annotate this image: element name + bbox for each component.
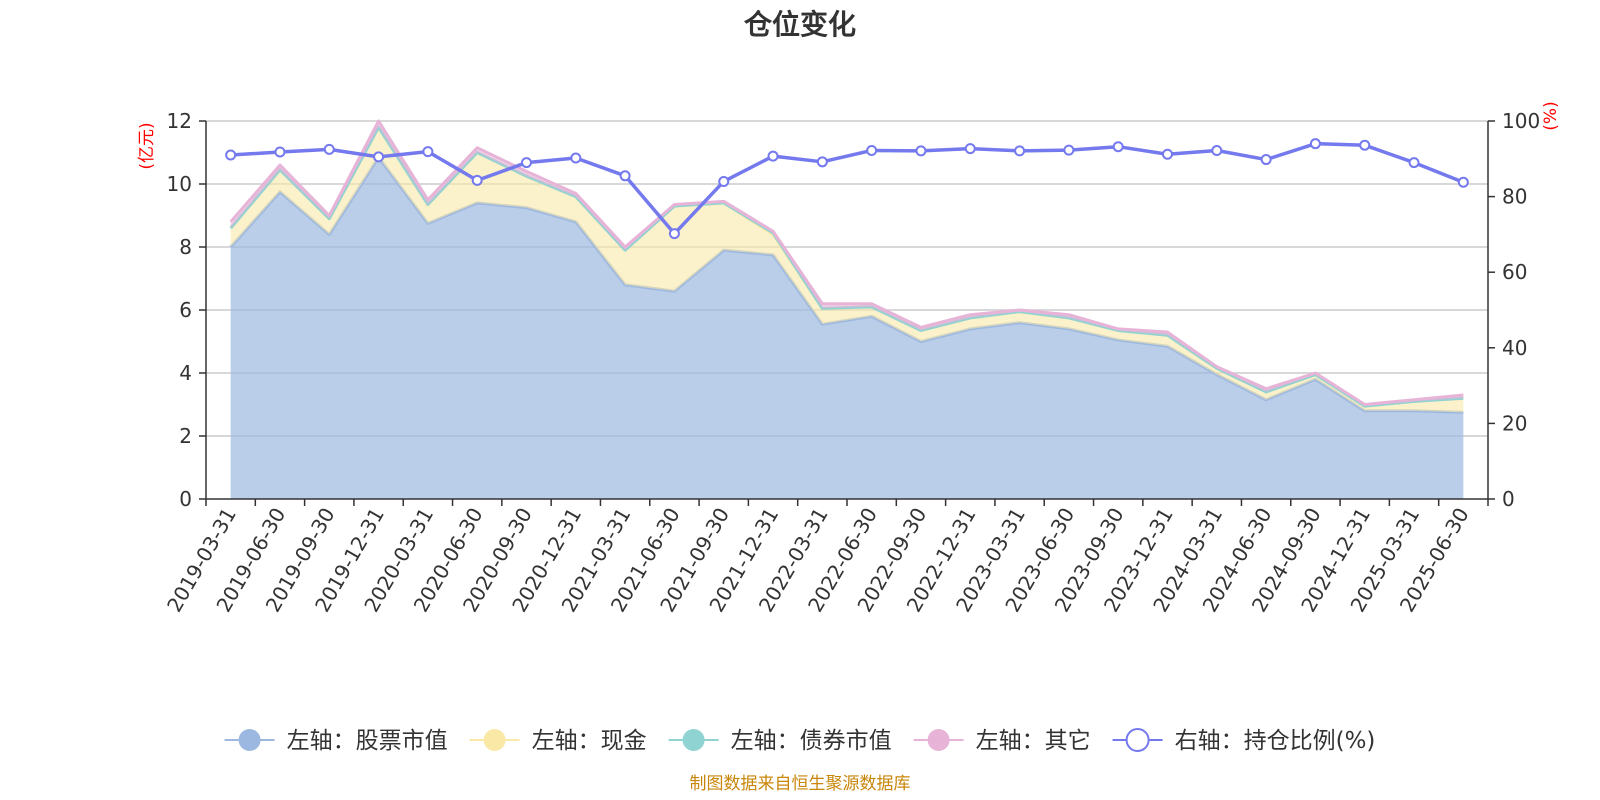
legend-marker	[927, 729, 950, 751]
ratio-point	[866, 144, 878, 156]
ratio-point	[1063, 144, 1075, 156]
legend: 左轴：股票市值 左轴：现金 左轴：债券市值 左轴：其它 右轴：持仓比例(%)	[224, 728, 1376, 754]
left-tick-label: 12	[167, 109, 192, 133]
legend-marker	[238, 729, 261, 751]
right-tick-label: 0	[1502, 487, 1515, 511]
legend-label: 右轴：持仓比例(%)	[1175, 728, 1376, 754]
ratio-point	[373, 151, 385, 163]
legend-label: 左轴：现金	[532, 728, 647, 754]
ratio-point	[1359, 139, 1371, 151]
left-tick-label: 6	[179, 298, 192, 322]
ratio-point	[1162, 148, 1173, 160]
legend-item: 左轴：债券市值	[668, 728, 892, 754]
area-layers	[229, 119, 1464, 500]
left-tick-label: 4	[179, 361, 192, 385]
right-tick-label: 40	[1502, 336, 1527, 360]
ratio-line	[225, 138, 1469, 240]
legend-item: 左轴：股票市值	[224, 728, 448, 754]
ratio-point	[1408, 157, 1420, 169]
legend-marker	[682, 729, 705, 751]
legend-item: 右轴：持仓比例(%)	[1112, 728, 1376, 754]
left-tick-label: 10	[167, 172, 192, 196]
ratio-point	[1457, 176, 1469, 188]
right-tick-label: 20	[1502, 411, 1527, 435]
ratio-point	[570, 152, 582, 164]
left-axis-unit: (亿元)	[137, 122, 157, 169]
ratio-point	[422, 146, 434, 158]
ratio-point	[668, 228, 680, 240]
right-tick-label: 100	[1502, 109, 1540, 133]
legend-marker	[483, 729, 506, 751]
ratio-point	[1112, 141, 1124, 153]
ratio-point	[1014, 145, 1026, 157]
area-1	[230, 157, 1464, 500]
left-tick-label: 0	[179, 487, 192, 511]
ratio-point	[274, 146, 286, 158]
area-edge-4	[229, 119, 1464, 406]
ratio-point	[816, 156, 828, 168]
ratio-point	[619, 170, 631, 182]
ratio-point	[225, 149, 237, 161]
ratio-point	[1211, 144, 1223, 156]
legend-label: 左轴：股票市值	[287, 728, 448, 754]
ratio-point	[718, 175, 730, 187]
right-tick-label: 80	[1502, 185, 1527, 209]
legend-label: 左轴：债券市值	[731, 728, 892, 754]
ratio-point	[323, 143, 335, 155]
legend-item: 左轴：现金	[469, 728, 647, 754]
legend-marker	[1125, 728, 1150, 752]
right-axis-unit: (%)	[1541, 101, 1561, 130]
left-tick-label: 2	[179, 424, 192, 448]
ratio-point	[964, 143, 976, 155]
ratio-point	[1309, 138, 1321, 150]
right-tick-label: 60	[1502, 260, 1527, 284]
legend-label: 左轴：其它	[976, 728, 1091, 754]
ratio-line-path	[230, 141, 1464, 236]
ratio-point	[521, 157, 532, 169]
ratio-point	[767, 150, 779, 162]
legend-item: 左轴：其它	[913, 728, 1091, 754]
ratio-point	[471, 174, 483, 186]
ratio-point	[1260, 154, 1272, 166]
area-2	[230, 127, 1464, 413]
left-tick-label: 8	[179, 235, 192, 259]
source-note: 制图数据来自恒生聚源数据库	[690, 774, 911, 794]
chart-title: 仓位变化	[744, 8, 856, 41]
ratio-point	[915, 145, 927, 157]
